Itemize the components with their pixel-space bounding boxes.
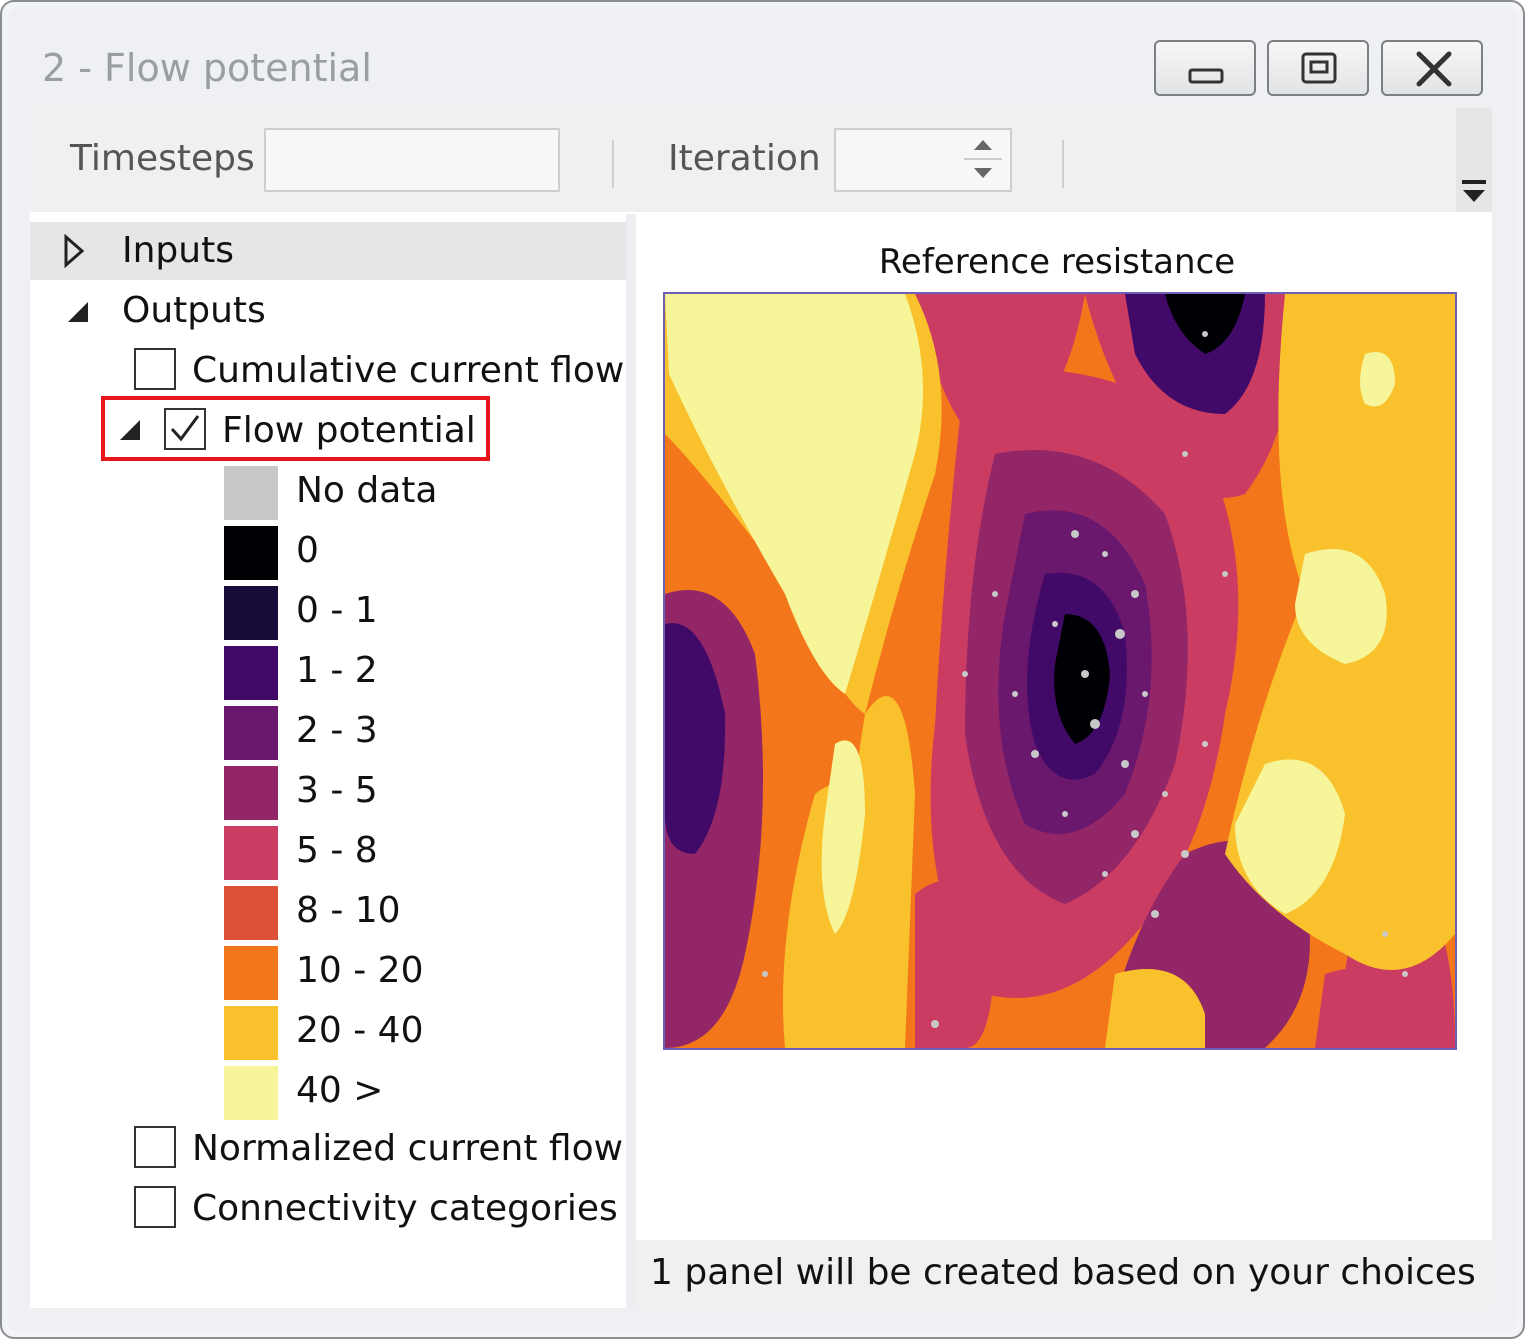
minimize-icon [1188,68,1224,84]
legend-swatch [224,646,278,700]
collapse-arrow-icon[interactable] [116,418,144,444]
legend-swatch [224,766,278,820]
resistance-map-image [665,294,1455,1048]
legend-label: 3 - 5 [296,770,378,811]
tree-item-flow-potential[interactable]: Flow potential [222,410,476,451]
checkbox-cumulative-current-flow[interactable] [134,348,176,390]
legend-label: 20 - 40 [296,1010,424,1051]
legend-label: 40 > [296,1070,384,1111]
legend-label: 8 - 10 [296,890,401,931]
legend-swatch [224,1066,278,1120]
legend-label: 5 - 8 [296,830,378,871]
legend-swatch [224,526,278,580]
tree-item-connectivity-categories[interactable]: Connectivity categories [192,1188,618,1229]
legend-swatch [224,946,278,1000]
legend-label: 0 - 1 [296,590,378,631]
map-title: Reference resistance [878,242,1236,282]
legend-swatch [224,466,278,520]
toolbar-separator [1062,140,1064,188]
timesteps-input[interactable] [264,128,560,192]
resistance-map [663,292,1457,1050]
restore-button[interactable] [1267,40,1369,96]
tree-item-normalized-current-flow[interactable]: Normalized current flow [192,1128,624,1169]
legend-swatch [224,706,278,760]
legend-swatch [224,586,278,640]
close-button[interactable] [1381,40,1483,96]
tree-row-inputs[interactable] [30,222,626,280]
legend-label: 10 - 20 [296,950,424,991]
window-title: 2 - Flow potential [42,46,372,90]
checkbox-flow-potential[interactable] [164,408,206,450]
legend-label: 1 - 2 [296,650,378,691]
overflow-chevron-icon [1462,180,1486,202]
pane-splitter[interactable] [626,214,636,1308]
close-icon [1416,51,1452,87]
restore-icon [1301,52,1337,84]
iteration-label: Iteration [668,138,821,179]
legend-label: 2 - 3 [296,710,378,751]
tree-node-inputs[interactable]: Inputs [122,230,234,271]
toolbar-separator [612,140,614,188]
highlight-box [101,396,490,461]
legend-swatch [224,826,278,880]
minimize-button[interactable] [1154,40,1256,96]
expand-arrow-icon[interactable] [62,234,86,268]
spin-arrows-icon[interactable] [960,132,1006,188]
legend-label: No data [296,470,438,511]
checkbox-connectivity-categories[interactable] [134,1186,176,1228]
toolbar-overflow-button[interactable] [1456,108,1492,212]
checkbox-normalized-current-flow[interactable] [134,1126,176,1168]
legend-swatch [224,886,278,940]
tree-item-cumulative-current-flow[interactable]: Cumulative current flow [192,350,625,391]
checkmark-icon [170,415,200,442]
collapse-arrow-icon[interactable] [64,300,92,326]
timesteps-label: Timesteps [70,138,255,179]
status-bar [636,1240,1492,1308]
status-message: 1 panel will be created based on your ch… [650,1252,1476,1293]
legend-swatch [224,1006,278,1060]
legend-label: 0 [296,530,319,571]
tree-node-outputs[interactable]: Outputs [122,290,266,331]
